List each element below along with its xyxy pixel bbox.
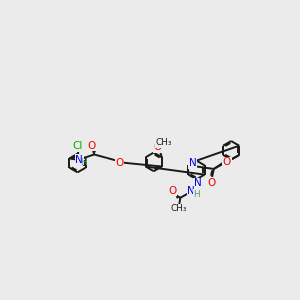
Text: N: N — [187, 186, 195, 196]
Text: H: H — [193, 190, 200, 199]
Text: O: O — [208, 178, 216, 188]
Text: O: O — [116, 158, 124, 168]
Text: N: N — [187, 186, 195, 196]
Text: N: N — [194, 178, 202, 188]
Text: H: H — [80, 158, 87, 167]
Text: CH₃: CH₃ — [171, 204, 188, 213]
Text: O: O — [169, 186, 177, 196]
Text: N: N — [75, 154, 83, 165]
Text: H: H — [80, 158, 87, 167]
Text: O: O — [87, 141, 95, 151]
Text: CH₃: CH₃ — [155, 138, 172, 147]
Text: N: N — [188, 159, 196, 169]
Text: O: O — [223, 158, 231, 167]
Text: O: O — [153, 142, 161, 152]
Text: O: O — [116, 158, 124, 168]
Text: N: N — [189, 158, 196, 169]
Text: O: O — [223, 158, 231, 167]
Text: CH₃: CH₃ — [171, 204, 188, 213]
Text: N: N — [194, 178, 202, 188]
Text: O: O — [153, 142, 161, 152]
Text: N: N — [75, 154, 83, 165]
Text: H: H — [193, 190, 200, 199]
Text: O: O — [87, 141, 95, 151]
Text: Cl: Cl — [72, 141, 83, 151]
Text: O: O — [208, 178, 216, 188]
Text: Cl: Cl — [72, 141, 83, 151]
Text: CH₃: CH₃ — [155, 139, 172, 148]
Text: O: O — [169, 186, 177, 196]
